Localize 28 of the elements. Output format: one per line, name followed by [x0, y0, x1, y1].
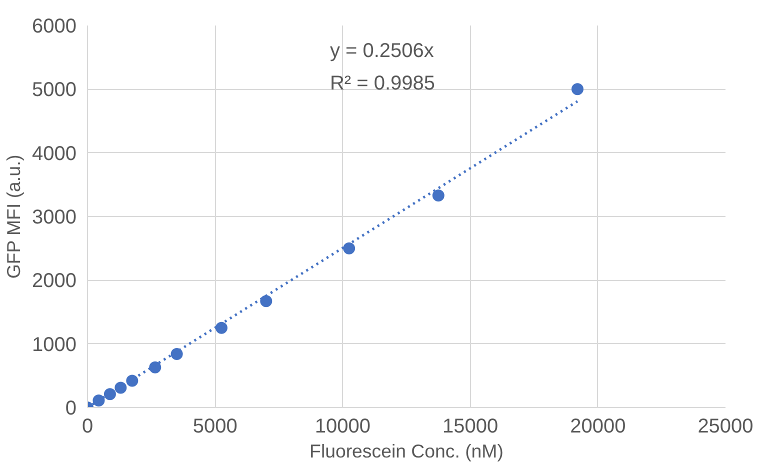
x-tick-label: 20000 [570, 416, 626, 438]
x-tick-label: 10000 [314, 416, 371, 438]
point [126, 374, 138, 387]
y-tick-label: 3000 [32, 206, 77, 228]
y-tick-label: 6000 [32, 16, 77, 38]
y-tick-label: 0 [65, 398, 76, 420]
y-tick-label: 5000 [32, 79, 77, 102]
x-tick-label: 5000 [192, 416, 238, 438]
point [149, 361, 162, 374]
point [343, 242, 356, 254]
point [571, 83, 584, 96]
x-tick-label: 0 [82, 416, 94, 438]
point [114, 382, 127, 394]
y-tick-label: 4000 [32, 142, 77, 165]
annotation: R² = 0.9985 [330, 72, 436, 94]
point [260, 295, 272, 308]
point [92, 394, 105, 406]
point [215, 322, 228, 334]
x-tick-label: 25000 [698, 416, 754, 438]
y-tick-label: 1000 [32, 334, 77, 356]
point [432, 190, 444, 202]
annotation: y = 0.2506x [330, 40, 434, 62]
point [170, 348, 183, 360]
x-tick-label: 15000 [442, 416, 498, 438]
y-axis-title: GFP MFI (a.u.) [3, 154, 24, 279]
x-axis-title: Fluorescein Conc. (nM) [310, 440, 504, 462]
point [104, 388, 116, 400]
y-tick-label: 2000 [32, 270, 77, 292]
